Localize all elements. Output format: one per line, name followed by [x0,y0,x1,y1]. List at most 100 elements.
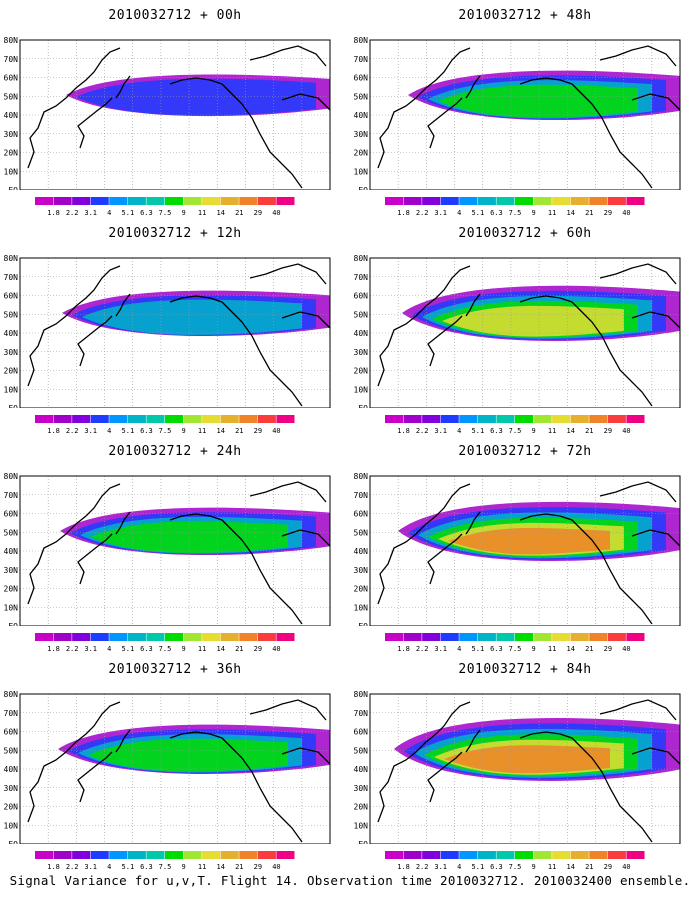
colorbar-swatch [440,197,459,205]
colorbar-label: 7.5 [509,863,522,871]
colorbar-swatch [127,851,146,859]
variance-band [90,521,288,554]
colorbar-label: 6.3 [140,645,153,653]
colorbar-swatch [607,197,626,205]
colorbar-swatch [477,415,496,423]
colorbar-swatch [202,415,221,423]
colorbar-swatch [202,633,221,641]
colorbar-label: 9 [531,209,535,217]
colorbar-label: 9 [531,863,535,871]
lat-label: EQ [358,840,368,844]
colorbar-label: 4 [107,427,111,435]
colorbar-swatch [607,633,626,641]
colorbar-swatch [35,851,54,859]
colorbar-label: 21 [235,427,243,435]
colorbar-label: 1.8 [47,645,60,653]
map-panel-p48: 2010032712 + 48h 80N 70N 60N 50N 40N 30N 20N 10N… [350,0,700,218]
colorbar-swatch [109,633,128,641]
colorbar-swatch [183,851,202,859]
colorbar-swatch [589,197,608,205]
lat-label: 40N [354,111,369,120]
colorbar-label: 5.1 [472,863,485,871]
lat-label: EQ [8,186,18,190]
colorbar-swatch [515,851,534,859]
colorbar-label: 14 [216,645,224,653]
colorbar: 1.8 2.2 3.1 4 5.1 6.3 7.5 9 11 14 21 29 40 [385,197,645,217]
colorbar: 1.8 2.2 3.1 4 5.1 6.3 7.5 9 11 14 21 29 40 [35,633,295,653]
lat-label: 70N [4,709,19,718]
coastline [631,311,681,329]
map-panel-p84: 2010032712 + 84h 80N 70N 60N 50N 40N 30N 20N 10N… [350,654,700,872]
lat-label: 60N [4,728,19,737]
colorbar-label: 40 [272,427,280,435]
coastline [465,511,481,535]
coastline [169,731,303,843]
lat-label: 30N [354,348,369,357]
colorbar-swatch [459,415,478,423]
coastline [115,293,131,317]
colorbar-label: 7.5 [159,209,172,217]
colorbar-swatch [257,197,276,205]
colorbar-swatch [515,633,534,641]
colorbar-label: 1.8 [397,863,410,871]
colorbar-swatch [53,197,72,205]
colorbar-label: 6.3 [140,209,153,217]
coastline [77,533,113,585]
colorbar-swatch [72,633,91,641]
lat-label: 50N [354,528,369,537]
colorbar-label: 21 [585,863,593,871]
lat-label: 80N [4,690,19,699]
colorbar-label: 29 [254,863,262,871]
lat-label: 20N [4,585,19,594]
lat-label: 70N [354,273,369,282]
lat-label: 10N [354,385,369,394]
colorbar-label: 9 [531,427,535,435]
variance-band [448,528,610,555]
colorbar-swatch [385,415,404,423]
panel-title: 2010032712 + 72h [458,444,592,459]
colorbar-swatch [626,415,645,423]
colorbar-swatch [515,197,534,205]
map-plot: 80N70N60N50N40N30N20N10NEQ80E100E120E140… [4,36,331,190]
colorbar-swatch [276,415,295,423]
colorbar-swatch [515,415,534,423]
coastline [281,93,331,111]
colorbar-swatch [90,633,109,641]
colorbar-swatch [90,851,109,859]
colorbar-label: 1.8 [397,645,410,653]
panel-title: 2010032712 + 00h [108,8,242,23]
plot-frame [369,693,681,844]
variance-band [76,78,316,116]
colorbar-label: 7.5 [159,645,172,653]
coastline [519,295,653,407]
map-plot: 80N70N60N50N40N30N20N10NEQ80E100E120E140… [354,472,681,626]
lat-label: 10N [354,167,369,176]
colorbar-swatch [72,197,91,205]
coastline [281,311,331,329]
colorbar-label: 11 [198,863,206,871]
variance-band [442,305,624,337]
colorbar-swatch [403,415,422,423]
coastline [281,529,331,547]
colorbar-swatch [220,197,239,205]
colorbar-label: 40 [272,645,280,653]
colorbar-label: 4 [107,645,111,653]
panel-title: 2010032712 + 84h [458,662,592,677]
colorbar-label: 3.1 [84,209,97,217]
colorbar-label: 5.1 [472,209,485,217]
lat-label: 50N [4,746,19,755]
coastline [377,701,471,823]
colorbar-swatch [127,633,146,641]
lat-label: 60N [354,510,369,519]
lat-label: 50N [354,310,369,319]
colorbar-label: 14 [566,209,574,217]
colorbar-label: 7.5 [509,645,522,653]
plot-frame [369,475,681,626]
map-panel-p24: 2010032712 + 24h 80N 70N 60N 50N 40N 30N 20N 10N… [0,436,350,654]
colorbar-swatch [53,851,72,859]
coastline [115,75,131,99]
colorbar-swatch [202,851,221,859]
coastline [465,75,481,99]
colorbar-label: 2.2 [66,209,79,217]
